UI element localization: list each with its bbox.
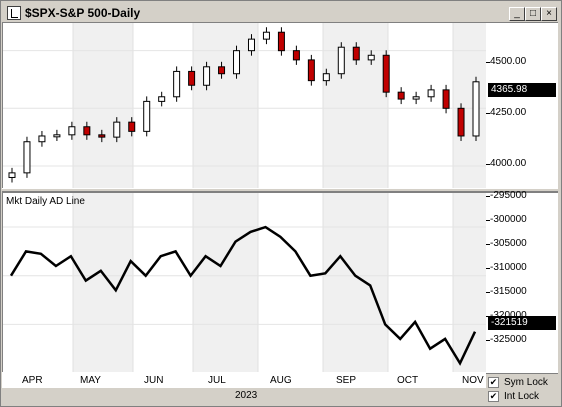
year-label: 2023 (235, 390, 258, 401)
price-last-value: 4365.98 (488, 83, 556, 97)
candle-body (262, 31, 270, 40)
candle-body (53, 134, 61, 138)
candle-body (442, 89, 450, 109)
price-tick-mark (486, 62, 490, 63)
ad-tick-mark (486, 268, 490, 269)
candle-body (382, 54, 390, 93)
price-tick-label: 4000.00 (490, 158, 527, 169)
ad-tick-label: -310000 (490, 262, 527, 273)
ad-tick-label: -325000 (490, 334, 527, 345)
title-bar[interactable]: $SPX-S&P 500-Daily _ □ × (3, 3, 559, 23)
ad-tick-label: -300000 (490, 214, 527, 225)
chart-app-icon (7, 6, 21, 20)
price-chart-plot[interactable] (2, 22, 488, 190)
ad-line-svg (3, 193, 487, 373)
price-tick-label: 4250.00 (490, 107, 527, 118)
ad-tick-mark (486, 244, 490, 245)
price-tick-mark (486, 113, 490, 114)
month-band (193, 193, 258, 373)
price-axis: 4500.00 4250.00 4000.00 4365.98 (486, 22, 558, 190)
sym-lock-option[interactable]: ✔ Sym Lock (488, 376, 558, 390)
candle-body (68, 126, 76, 136)
candle-body (367, 54, 375, 61)
month-band (453, 23, 487, 189)
int-lock-label: Int Lock (504, 391, 540, 402)
candle-body (322, 73, 330, 82)
window-title: $SPX-S&P 500-Daily (25, 6, 141, 20)
candle-body (292, 50, 300, 61)
month-label: OCT (397, 375, 419, 386)
month-label: APR (22, 375, 43, 386)
price-tick-mark (486, 164, 490, 165)
candle-body (352, 46, 360, 61)
candle-body (143, 100, 151, 132)
candle-body (8, 172, 16, 178)
sym-lock-label: Sym Lock (504, 377, 548, 388)
pane-splitter[interactable] (2, 188, 558, 192)
price-tick-label: 4500.00 (490, 56, 527, 67)
month-label: AUG (270, 375, 292, 386)
month-label: NOV (462, 375, 484, 386)
year-bar: 2023 (2, 388, 486, 404)
ad-line-series (9, 225, 477, 366)
ad-line-plot[interactable] (2, 192, 488, 374)
candle-body (98, 134, 106, 138)
ad-pane-label: Mkt Daily AD Line (6, 196, 85, 207)
candle-body (472, 81, 480, 137)
candle-body (83, 126, 91, 136)
candle-body (233, 50, 241, 75)
candle-body (307, 59, 315, 82)
month-label: JUL (208, 375, 226, 386)
month-band (73, 23, 133, 189)
candle-body (128, 121, 136, 132)
candle-body (412, 96, 420, 100)
ad-tick-mark (486, 340, 490, 341)
ad-tick-label: -315000 (490, 286, 527, 297)
price-chart-svg (3, 23, 487, 189)
ad-tick-mark (486, 292, 490, 293)
candle-body (113, 121, 121, 138)
candle-body (23, 141, 31, 174)
candle-body (277, 31, 285, 52)
maximize-button[interactable]: □ (525, 7, 541, 21)
candle-body (427, 89, 435, 98)
int-lock-checkbox[interactable]: ✔ (488, 391, 499, 402)
candle-body (337, 46, 345, 75)
ad-tick-label: -320000 (490, 310, 527, 321)
ad-tick-label: -295000 (490, 190, 527, 201)
candle-body (457, 107, 465, 137)
candle-body (397, 91, 405, 100)
candle-body (203, 66, 211, 86)
month-band (323, 193, 388, 373)
ad-axis: -295000 -300000 -305000 -310000 -315000 … (486, 190, 558, 374)
time-axis: APR MAY JUN JUL AUG SEP OCT NOV (2, 372, 486, 389)
month-label: MAY (80, 375, 101, 386)
candle-body (38, 135, 46, 143)
month-band (73, 193, 133, 373)
month-label: JUN (144, 375, 164, 386)
candle-body (188, 70, 196, 86)
candle-body (247, 38, 255, 52)
candle-body (158, 96, 166, 102)
minimize-button[interactable]: _ (509, 7, 525, 21)
sym-lock-checkbox[interactable]: ✔ (488, 377, 499, 388)
ad-tick-mark (486, 220, 490, 221)
close-button[interactable]: × (541, 7, 557, 21)
ad-tick-label: -305000 (490, 238, 527, 249)
candle-body (218, 66, 226, 75)
month-label: SEP (336, 375, 357, 386)
ad-last-value: -321519 (488, 316, 556, 330)
month-band (453, 193, 487, 373)
int-lock-option[interactable]: ✔ Int Lock (488, 390, 558, 404)
candle-body (173, 70, 181, 98)
ad-tick-mark (486, 196, 490, 197)
